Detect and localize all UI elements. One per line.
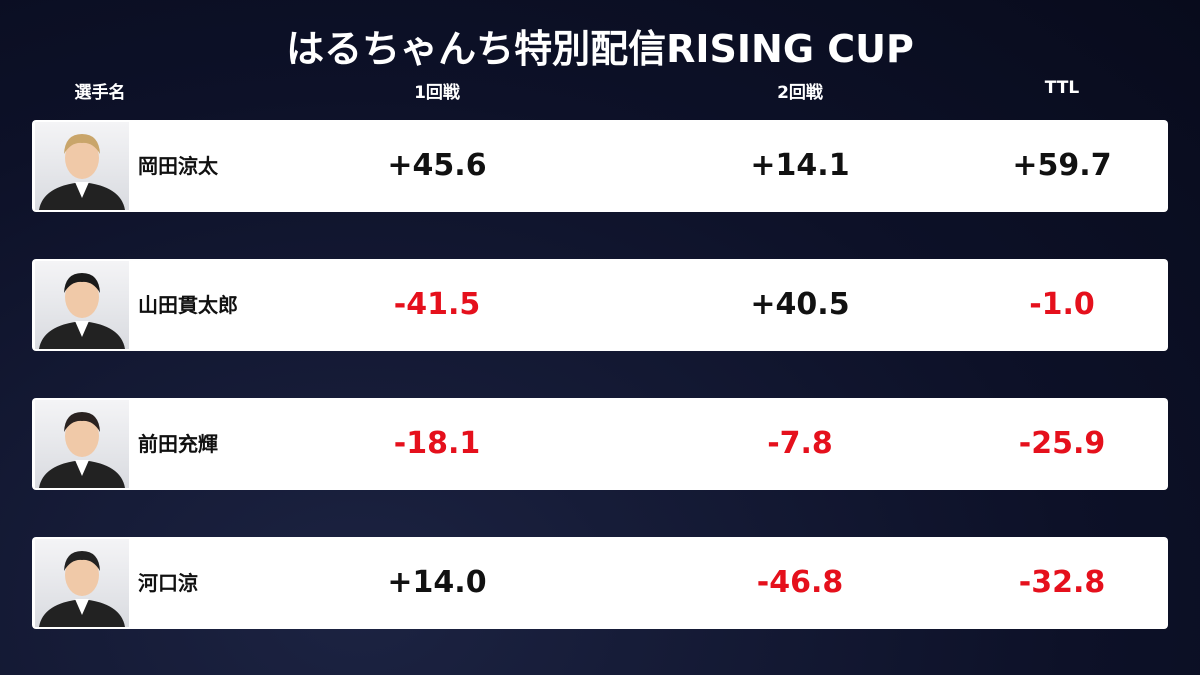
player-row: 河口涼 +14.0 -46.8 -32.8: [32, 537, 1168, 629]
player-row: 山田貫太郎 -41.5 +40.5 -1.0: [32, 259, 1168, 351]
score: +59.7: [1012, 148, 1112, 183]
score: +40.5: [750, 287, 850, 322]
score: +45.6: [387, 148, 487, 183]
column-header: 1回戦: [414, 83, 460, 103]
score: -46.8: [756, 565, 844, 600]
player-name: 前田充輝: [138, 432, 218, 456]
score: -1.0: [1029, 287, 1095, 322]
score: -18.1: [393, 426, 481, 461]
score: -41.5: [393, 287, 481, 322]
player-name: 岡田涼太: [138, 154, 218, 178]
column-header: 2回戦: [777, 83, 823, 103]
photo-silhouette: [39, 551, 125, 627]
column-header: 選手名: [74, 83, 126, 103]
player-row: 前田充輝 -18.1 -7.8 -25.9: [32, 398, 1168, 490]
score: -7.8: [767, 426, 833, 461]
score: +14.1: [750, 148, 850, 183]
score: +14.0: [387, 565, 487, 600]
photo-silhouette: [39, 134, 125, 210]
player-photo: [35, 122, 129, 210]
column-header: TTL: [1044, 78, 1080, 98]
photo-silhouette: [39, 412, 125, 488]
score: -25.9: [1018, 426, 1106, 461]
player-name: 山田貫太郎: [138, 293, 238, 317]
player-photo: [35, 539, 129, 627]
title: はるちゃんち特別配信RISING CUP: [286, 27, 914, 71]
player-photo: [35, 261, 129, 349]
player-row: 岡田涼太 +45.6 +14.1 +59.7: [32, 120, 1168, 212]
player-photo: [35, 400, 129, 488]
player-name: 河口涼: [138, 571, 198, 595]
photo-silhouette: [39, 273, 125, 349]
score: -32.8: [1018, 565, 1106, 600]
